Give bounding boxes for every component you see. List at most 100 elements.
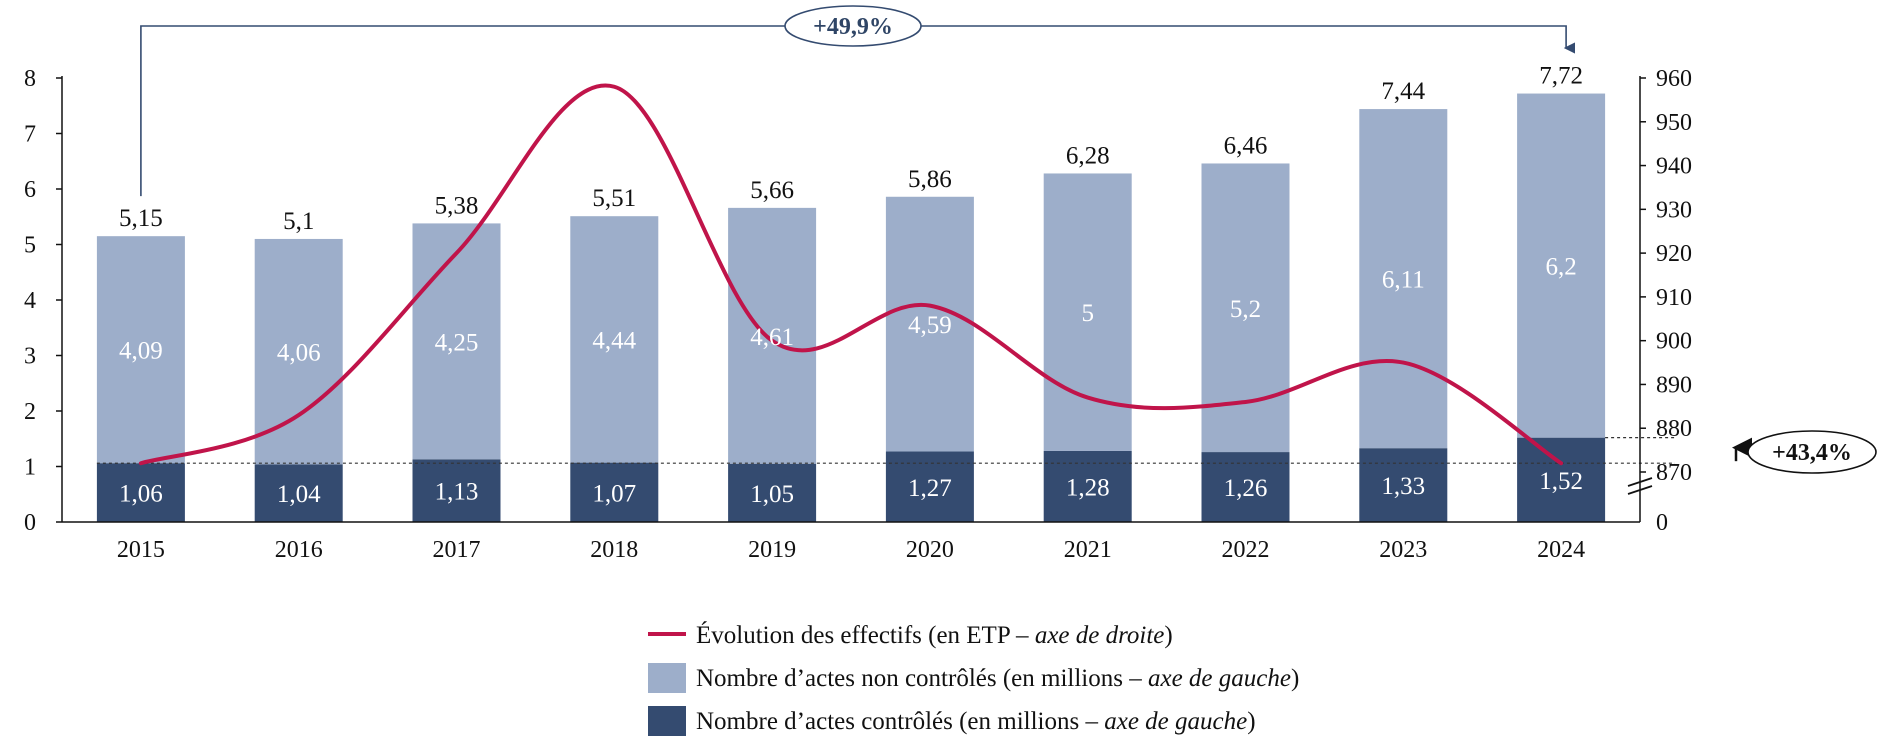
legend-label-0: Évolution des effectifs (en ETP – axe de… [696,621,1173,649]
bar-uncontrolled-2019 [728,207,817,464]
left-tick-1: 1 [24,455,36,481]
bar-uncontrolled-2024 [1517,93,1606,438]
legend-item-2: Nombre d’actes contrôlés (en millions – … [648,706,1256,736]
top-growth-label: +49,9% [813,14,893,40]
top-growth-bracket [140,25,1576,197]
x-tick-2015: 2015 [117,537,165,563]
bar-controlled-2023 [1359,448,1448,522]
left-tick-0: 0 [24,510,36,536]
legend-item-1: Nombre d’actes non contrôlés (en million… [648,663,1299,693]
left-tick-3: 3 [24,344,36,370]
bar-controlled-2018 [570,462,659,522]
right-tick-890: 890 [1656,372,1692,398]
label-uncontrolled-2022: 5,2 [1230,296,1261,323]
left-tick-7: 7 [24,122,36,148]
x-tick-2020: 2020 [906,537,954,563]
right-tick-880: 880 [1656,416,1692,442]
legend-label-italic: axe de gauche [1104,708,1247,735]
legend-label-close: ) [1164,622,1172,649]
label-total-2024: 7,72 [1539,63,1583,90]
legend-label-main: Évolution des effectifs (en ETP – [696,621,1035,649]
left-tick-4: 4 [24,288,36,314]
bars-group [96,93,1606,522]
label-controlled-2020: 1,27 [908,475,952,502]
right-tick-900: 900 [1656,329,1692,355]
right-tick-910: 910 [1656,285,1692,311]
label-total-2023: 7,44 [1381,78,1425,105]
label-controlled-2016: 1,04 [277,481,321,508]
left-tick-6: 6 [24,177,36,203]
legend-label-main: Nombre d’actes non contrôlés (en million… [696,665,1148,692]
bar-controlled-2016 [254,464,343,522]
legend-item-0: Évolution des effectifs (en ETP – axe de… [648,621,1173,649]
x-tick-2017: 2017 [433,537,481,563]
label-controlled-2017: 1,13 [435,479,479,506]
bar-controlled-2017 [412,459,501,522]
right-growth-bubble [1747,430,1877,474]
x-tick-2018: 2018 [590,537,638,563]
label-uncontrolled-2023: 6,11 [1382,267,1425,294]
right-tick-960: 960 [1656,66,1692,92]
right-tick-940: 940 [1656,154,1692,180]
legend-label-2: Nombre d’actes contrôlés (en millions – … [696,708,1256,735]
line-series-group [138,83,1564,466]
label-controlled-2022: 1,26 [1224,475,1268,502]
label-uncontrolled-2015: 4,09 [119,338,163,365]
bar-uncontrolled-2017 [412,223,501,460]
bar-controlled-2015 [96,463,185,522]
right-tick-zero: 0 [1656,510,1668,536]
right-growth-label: +43,4% [1772,440,1852,466]
label-controlled-2019: 1,05 [750,481,794,508]
label-controlled-2021: 1,28 [1066,474,1110,501]
legend-label-close: ) [1247,708,1255,735]
legend-swatch-controlled [648,706,686,736]
label-total-2021: 6,28 [1066,142,1110,169]
label-controlled-2024: 1,52 [1539,468,1583,495]
label-total-2019: 5,66 [750,177,794,204]
right-tick-920: 920 [1656,241,1692,267]
x-tick-2024: 2024 [1537,537,1585,563]
label-total-2018: 5,51 [592,185,636,212]
right-tick-930: 930 [1656,197,1692,223]
legend-swatch-uncontrolled [648,663,686,693]
label-total-2020: 5,86 [908,166,952,193]
reference-lines-group [96,437,1675,464]
label-uncontrolled-2020: 4,59 [908,312,952,339]
axis-break-mark-lower [1627,485,1653,495]
axis-break-mark-upper [1627,477,1653,487]
legend-label-close: ) [1291,665,1299,692]
label-total-2015: 5,15 [119,205,163,232]
left-tick-5: 5 [24,233,36,259]
bar-uncontrolled-2020 [885,196,974,452]
x-tick-2016: 2016 [275,537,323,563]
legend-label-italic: axe de gauche [1148,665,1291,692]
legend-label-1: Nombre d’actes non contrôlés (en million… [696,665,1299,692]
label-uncontrolled-2024: 6,2 [1545,254,1576,281]
label-uncontrolled-2017: 4,25 [435,329,479,356]
x-tick-2023: 2023 [1379,537,1427,563]
bar-uncontrolled-2018 [570,216,659,463]
label-uncontrolled-2016: 4,06 [277,340,321,367]
axes-group: 2015 2016 2017 2018 2019 2020 2021 2022 2023 2024… [24,66,1692,563]
legend: Évolution des effectifs (en ETP – axe de… [648,621,1299,736]
x-tick-2022: 2022 [1222,537,1270,563]
x-tick-2019: 2019 [748,537,796,563]
bar-controlled-2024 [1517,437,1606,522]
bar-controlled-2019 [728,463,817,522]
annotations-group: +49,9% +43,4% [140,5,1877,474]
label-total-2022: 6,46 [1224,132,1268,159]
x-tick-2021: 2021 [1064,537,1112,563]
label-controlled-2018: 1,07 [592,480,636,507]
label-uncontrolled-2018: 4,44 [592,327,636,354]
label-total-2016: 5,1 [283,208,314,235]
label-controlled-2023: 1,33 [1381,473,1425,500]
top-growth-bubble [784,5,922,47]
left-tick-8: 8 [24,66,36,92]
label-total-2017: 5,38 [435,192,479,219]
line-effectifs-path [138,83,1564,466]
bar-uncontrolled-2016 [254,238,343,465]
bar-uncontrolled-2015 [96,236,185,464]
right-tick-950: 950 [1656,110,1692,136]
